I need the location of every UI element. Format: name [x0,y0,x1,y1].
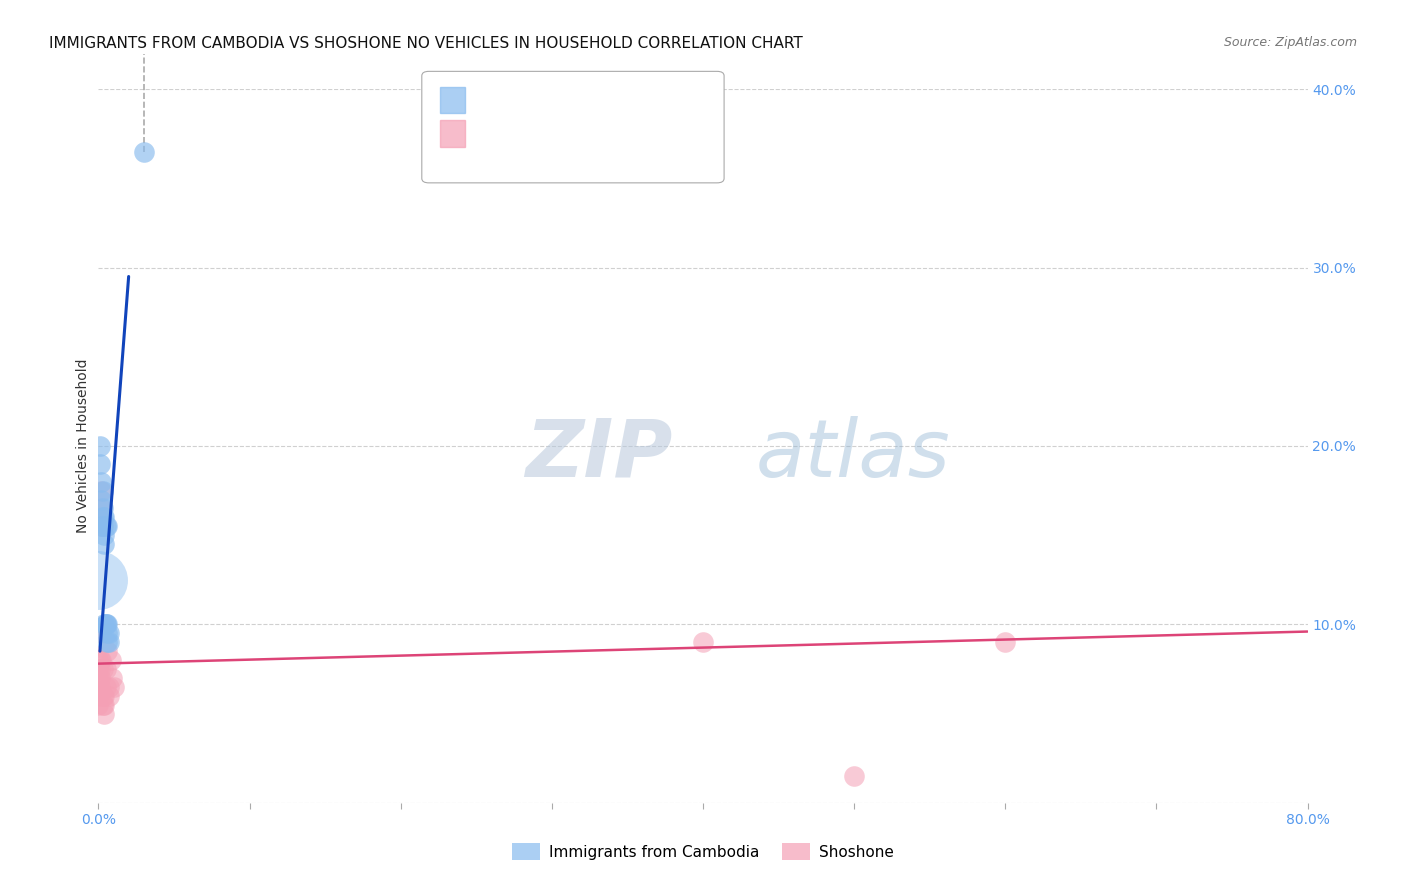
Point [91,519,114,533]
Point [87,698,110,712]
Point [93,698,115,712]
Point [98,635,121,649]
Point [844,769,866,783]
Point [96,635,118,649]
Point [692,635,714,649]
Point [132,145,155,159]
Point [90,483,112,498]
Point [93,537,115,551]
Point [96,644,118,658]
Point [90,519,112,533]
Point [98,689,121,703]
Point [87,653,110,667]
Point [87,671,110,685]
Point [94,617,117,632]
Point [94,519,117,533]
Point [91,483,114,498]
Point [96,626,118,640]
Y-axis label: No Vehicles in Household: No Vehicles in Household [76,359,90,533]
Point [89,671,111,685]
Point [89,680,111,694]
Text: IMMIGRANTS FROM CAMBODIA VS SHOSHONE NO VEHICLES IN HOUSEHOLD CORRELATION CHART: IMMIGRANTS FROM CAMBODIA VS SHOSHONE NO … [49,36,803,51]
Point [90,492,112,507]
Point [98,680,121,694]
Point [91,689,114,703]
Point [90,501,112,516]
Point [94,617,117,632]
Point [90,475,112,489]
Point [89,653,111,667]
Point [90,519,112,533]
Point [103,680,125,694]
Point [96,519,118,533]
Legend: Immigrants from Cambodia, Shoshone: Immigrants from Cambodia, Shoshone [506,837,900,866]
Point [87,680,110,694]
Point [91,501,114,516]
Point [93,510,115,524]
Point [94,662,117,676]
Point [89,457,111,471]
Point [90,626,112,640]
Text: atlas: atlas [756,416,950,494]
Point [93,617,115,632]
Point [91,510,114,524]
Point [89,662,111,676]
Point [94,680,117,694]
Point [87,689,110,703]
Point [98,626,121,640]
Point [89,439,111,453]
Point [994,635,1017,649]
Point [100,653,122,667]
Point [93,689,115,703]
Point [87,662,110,676]
Point [91,698,114,712]
Point [96,617,118,632]
Point [90,653,112,667]
Point [93,706,115,721]
Text: R = 0.749    N = 24: R = 0.749 N = 24 [475,89,651,107]
Point [87,573,110,587]
Point [93,528,115,542]
Text: R = 0.095    N = 31: R = 0.095 N = 31 [475,123,651,141]
Text: Source: ZipAtlas.com: Source: ZipAtlas.com [1223,36,1357,49]
Point [101,671,124,685]
Text: ZIP: ZIP [526,416,672,494]
Point [91,662,114,676]
